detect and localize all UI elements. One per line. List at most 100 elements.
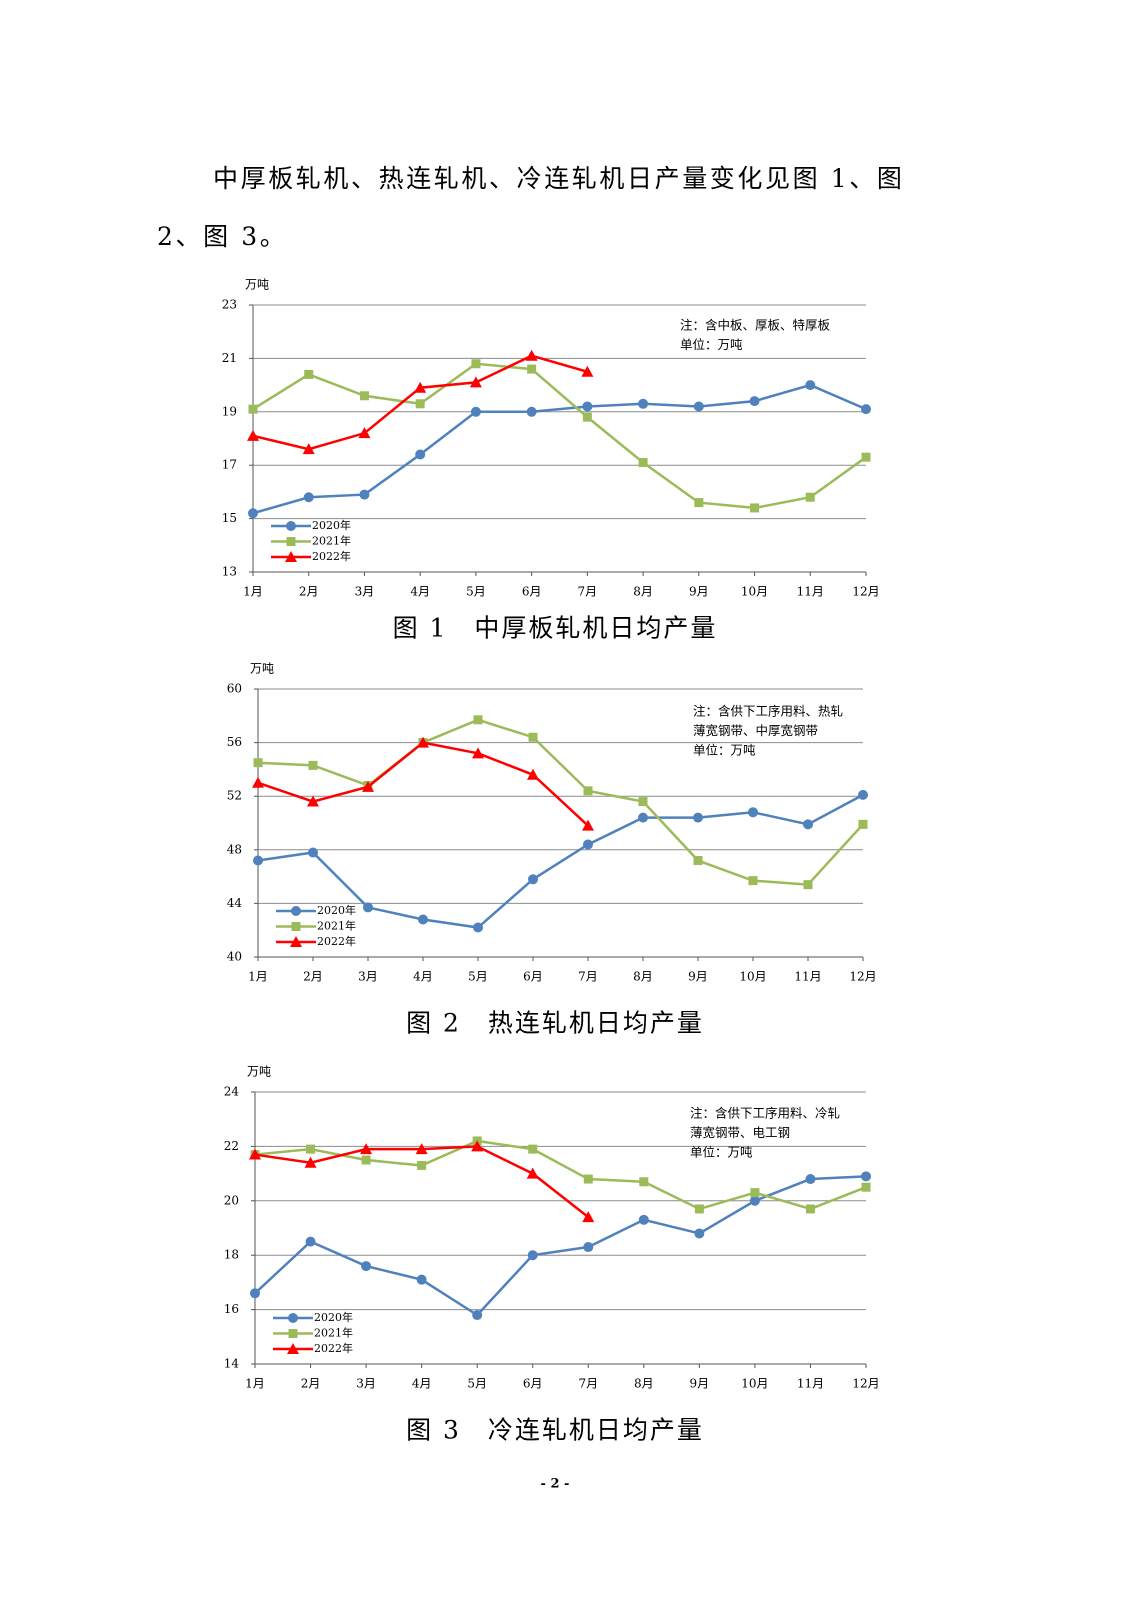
marker (248, 404, 258, 414)
legend-marker (286, 537, 296, 546)
marker (471, 1140, 484, 1152)
legend-marker (287, 1343, 299, 1354)
marker (694, 498, 704, 508)
legend-marker (286, 521, 296, 531)
legend-marker (285, 551, 297, 562)
marker (414, 381, 427, 393)
marker (581, 365, 594, 377)
marker (583, 1242, 594, 1253)
legend-marker (288, 1313, 298, 1323)
x-tick-label: 9月 (690, 1377, 710, 1391)
marker (639, 1177, 649, 1187)
marker (694, 1204, 704, 1214)
marker (693, 812, 703, 823)
marker (248, 508, 258, 519)
y-tick-label: 48 (227, 842, 242, 856)
note: 注：含中板、厚板、特厚板 (680, 318, 831, 333)
marker (858, 819, 868, 829)
note: 注：含供下工序用料、冷轧 (690, 1106, 840, 1121)
y-tick-label: 18 (224, 1248, 239, 1262)
y-axis-label: 万吨 (245, 278, 269, 292)
y-tick-label: 60 (227, 682, 242, 696)
marker (306, 1144, 316, 1154)
x-tick-label: 6月 (522, 585, 542, 599)
marker (638, 797, 648, 807)
marker (583, 786, 593, 796)
y-tick-label: 13 (222, 565, 237, 579)
legend-label: 2022年 (312, 549, 351, 563)
x-tick-label: 12月 (852, 585, 879, 599)
page-number: - 2 - (541, 1477, 570, 1492)
x-tick-label: 3月 (356, 1377, 376, 1391)
legend-label: 2021年 (317, 919, 356, 933)
marker (303, 492, 314, 503)
x-tick-label: 4月 (413, 970, 433, 984)
marker (861, 452, 871, 462)
series-line (252, 383, 867, 515)
x-tick-label: 11月 (794, 970, 821, 984)
x-tick-label: 5月 (466, 585, 486, 599)
marker (361, 1261, 372, 1272)
marker (250, 1288, 260, 1299)
legend-label: 2021年 (312, 534, 351, 548)
x-tick-label: 6月 (523, 1377, 543, 1391)
marker (528, 874, 538, 885)
paragraph: 中厚板轧机、热连轧机、冷连轧机日产量变化见图 1、图 2、图 3。 (157, 164, 905, 251)
x-tick-label: 3月 (358, 970, 378, 984)
y-axis-label: 万吨 (247, 1065, 271, 1079)
marker (583, 839, 593, 850)
marker (361, 1155, 371, 1165)
marker (472, 1310, 483, 1321)
x-tick-label: 1月 (243, 585, 263, 599)
marker (527, 768, 539, 780)
marker (805, 1174, 816, 1185)
marker (638, 398, 649, 409)
marker (470, 406, 481, 417)
y-axis-label: 万吨 (250, 662, 274, 676)
y-tick-label: 15 (222, 511, 237, 525)
y-tick-label: 16 (224, 1302, 239, 1316)
legend-marker (290, 936, 302, 947)
legend-marker (288, 1329, 298, 1338)
marker (861, 1182, 871, 1192)
series-line (254, 1139, 867, 1211)
marker (694, 1228, 705, 1239)
marker (805, 492, 815, 502)
marker (638, 812, 648, 823)
note: 薄宽钢带、电工钢 (690, 1125, 790, 1140)
caption: 图 3 冷连轧机日均产量 (406, 1416, 704, 1445)
marker (861, 1171, 871, 1182)
marker (582, 1211, 595, 1223)
legend-label: 2022年 (314, 1341, 353, 1355)
y-tick-label: 23 (222, 298, 237, 312)
y-tick-label: 14 (224, 1357, 240, 1371)
series-line (257, 718, 864, 886)
marker (527, 1250, 538, 1261)
marker (307, 795, 319, 807)
marker (803, 819, 813, 830)
y-tick-label: 21 (222, 351, 237, 365)
x-tick-label: 7月 (578, 970, 598, 984)
y-tick-label: 52 (227, 789, 242, 803)
marker (305, 1236, 316, 1247)
marker (304, 1156, 317, 1168)
marker (582, 401, 593, 412)
marker (253, 758, 263, 768)
y-tick-label: 17 (222, 458, 237, 472)
marker (750, 1188, 760, 1198)
marker (805, 380, 816, 391)
marker (359, 489, 370, 500)
marker (805, 1204, 815, 1214)
marker (749, 396, 760, 407)
marker (249, 1148, 261, 1160)
x-tick-label: 5月 (467, 1377, 487, 1391)
marker (253, 855, 263, 866)
marker (416, 1274, 427, 1285)
marker (362, 780, 374, 792)
series-line (254, 1175, 867, 1317)
marker (417, 1160, 427, 1170)
marker (693, 856, 703, 866)
marker (471, 359, 481, 369)
marker (360, 1143, 373, 1155)
